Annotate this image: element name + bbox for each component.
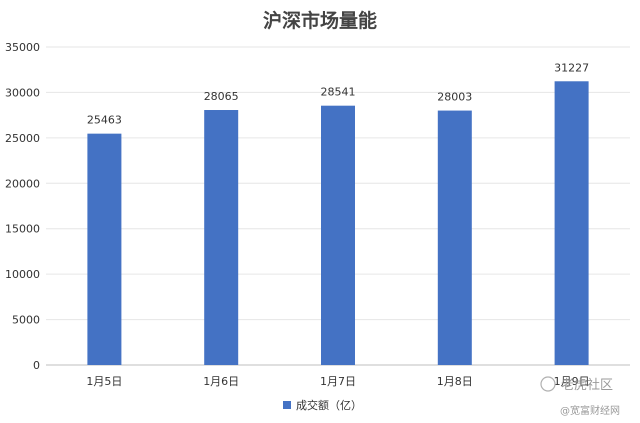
watermark-line2: @宽富财经网 (560, 404, 620, 417)
bar (554, 81, 589, 366)
y-tick-label: 0 (33, 359, 40, 372)
y-tick-label: 15000 (5, 223, 40, 236)
x-axis-ticks: 1月5日 1月6日 1月7日 1月8日 1月9日 (86, 375, 589, 388)
data-labels: 25463 28065 28541 28003 31227 (87, 61, 589, 126)
x-tick-label: 1月7日 (320, 375, 356, 388)
bar-value-label: 28003 (437, 91, 472, 104)
y-tick-label: 25000 (5, 132, 40, 145)
y-tick-label: 20000 (5, 177, 40, 190)
bar (87, 133, 122, 365)
y-tick-label: 10000 (5, 268, 40, 281)
y-tick-label: 35000 (5, 41, 40, 54)
bar-value-label: 31227 (554, 61, 589, 74)
watermark-line1: 老虎社区 (561, 377, 613, 393)
bar-value-label: 25463 (87, 114, 122, 127)
bar-value-label: 28541 (321, 86, 356, 99)
bars (87, 81, 589, 366)
x-tick-label: 1月9日 (554, 375, 590, 388)
x-tick-label: 1月8日 (437, 375, 473, 388)
bar (321, 105, 355, 365)
y-tick-label: 5000 (12, 314, 40, 327)
bar (437, 110, 472, 365)
bar (204, 110, 239, 365)
watermark-logo-icon (540, 376, 556, 392)
watermark: 老虎社区 @宽富财经网 (540, 376, 620, 417)
legend-swatch (283, 401, 291, 409)
legend-label: 成交额（亿） (296, 398, 362, 412)
bar-value-label: 28065 (204, 90, 239, 103)
legend: 成交额（亿） (283, 398, 362, 412)
x-tick-label: 1月5日 (86, 375, 122, 388)
chart-title: 沪深市场量能 (263, 9, 377, 32)
x-tick-label: 1月6日 (203, 375, 239, 388)
y-axis-ticks: 0 5000 10000 15000 20000 25000 30000 35000 (5, 41, 40, 372)
y-tick-label: 30000 (5, 86, 40, 99)
